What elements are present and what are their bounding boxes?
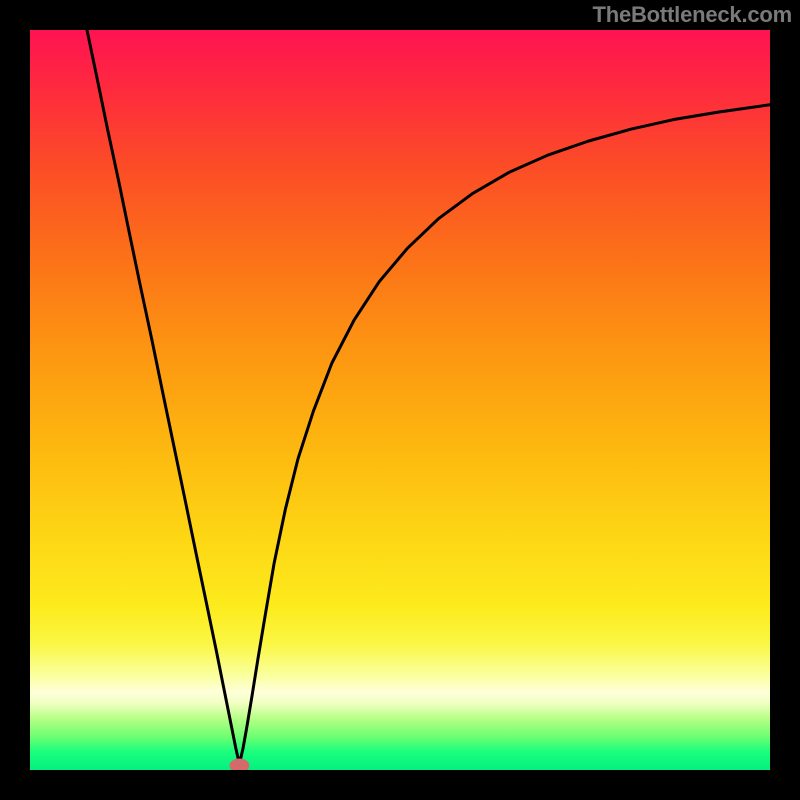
watermark-text: TheBottleneck.com [592, 2, 792, 28]
plot-area [30, 30, 770, 770]
chart-svg [30, 30, 770, 770]
chart-frame: TheBottleneck.com [0, 0, 800, 800]
gradient-background [30, 30, 770, 770]
